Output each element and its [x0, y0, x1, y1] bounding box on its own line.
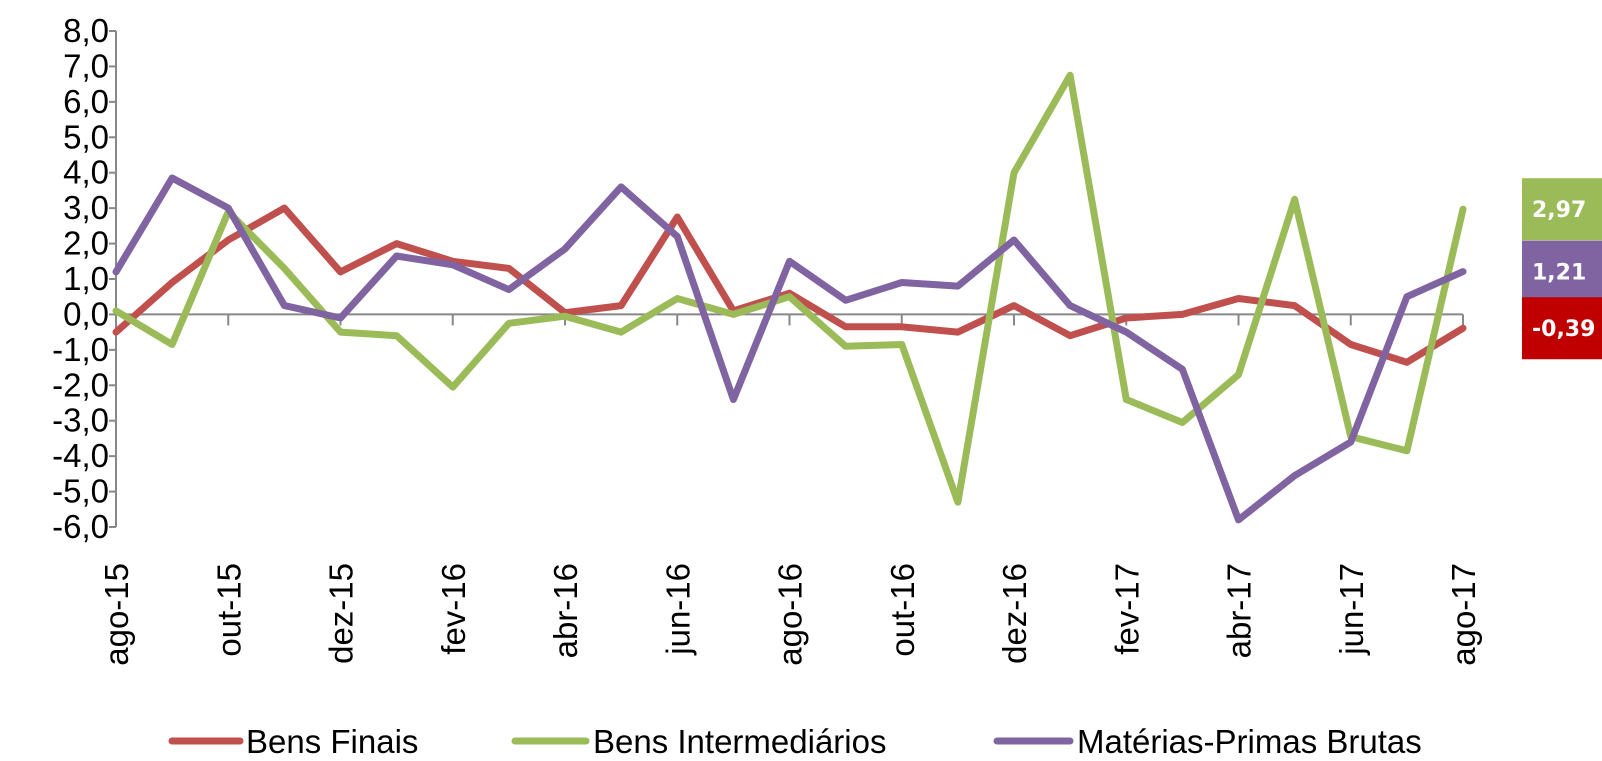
x-tick-label: out-16 — [884, 563, 921, 657]
y-tick-label: -4,0 — [52, 437, 109, 474]
x-tick-label: abr-16 — [547, 563, 584, 658]
y-tick-label: -3,0 — [52, 402, 109, 439]
x-tick-label: fev-16 — [435, 563, 472, 655]
y-tick-label: 3,0 — [63, 189, 109, 226]
x-tick-label: dez-16 — [996, 563, 1033, 664]
y-tick-label: -5,0 — [52, 473, 109, 510]
y-tick-label: 2,0 — [63, 225, 109, 262]
legend-item: Bens Intermediários — [511, 723, 886, 760]
x-tick-label: ago-16 — [772, 563, 809, 666]
end-label-box — [1522, 240, 1602, 303]
x-tick-label: jun-17 — [1333, 563, 1370, 656]
legend-label: Bens Intermediários — [593, 723, 886, 760]
x-tick-label: jun-16 — [659, 563, 696, 656]
legend-item: Matérias-Primas Brutas — [993, 723, 1422, 760]
y-tick-label: -1,0 — [52, 331, 109, 368]
y-tick-label: 6,0 — [63, 83, 109, 120]
series-lines — [112, 71, 1467, 524]
y-axis: 8,07,06,05,04,03,02,01,00,0-1,0-2,0-3,0-… — [52, 12, 117, 545]
y-tick-label: 7,0 — [63, 47, 109, 84]
series-line-mat-rias-primas-brutas — [112, 174, 1467, 524]
series-line-bens-intermedi-rios — [112, 71, 1467, 506]
x-tick-label: abr-17 — [1221, 563, 1258, 658]
legend-item: Bens Finais — [168, 723, 418, 760]
end-label-text: 2,97 — [1532, 198, 1586, 223]
legend-label: Bens Finais — [246, 723, 418, 760]
x-tick-label: ago-15 — [98, 563, 135, 666]
x-tick-label: out-15 — [210, 563, 247, 657]
series-line-bens-finais — [112, 204, 1467, 366]
end-label: 2,97 — [1522, 178, 1602, 241]
y-tick-label: -2,0 — [52, 366, 109, 403]
end-label-box — [1522, 178, 1602, 241]
y-tick-label: -6,0 — [52, 508, 109, 545]
y-tick-label: 1,0 — [63, 260, 109, 297]
end-label-text: 1,21 — [1532, 261, 1586, 286]
x-tick-label: ago-17 — [1445, 563, 1482, 666]
y-tick-label: 8,0 — [63, 12, 109, 49]
end-label-box — [1522, 297, 1602, 360]
legend: Bens Finais Bens Intermediários Matérias-P… — [168, 723, 1422, 760]
y-tick-label: 4,0 — [63, 154, 109, 191]
y-tick-label: 0,0 — [63, 295, 109, 332]
end-labels: 2,97 1,21 -0,39 — [1522, 178, 1602, 360]
end-label: 1,21 — [1522, 240, 1602, 303]
x-axis: ago-15 out-15 dez-15 fev-16 abr-16 jun-16 ago-… — [98, 313, 1482, 666]
y-tick-label: 5,0 — [63, 118, 109, 155]
end-label: -0,39 — [1522, 297, 1602, 360]
legend-label: Matérias-Primas Brutas — [1077, 723, 1422, 760]
x-tick-label: fev-17 — [1108, 563, 1145, 655]
x-tick-label: dez-15 — [323, 563, 360, 664]
end-label-text: -0,39 — [1532, 317, 1595, 342]
